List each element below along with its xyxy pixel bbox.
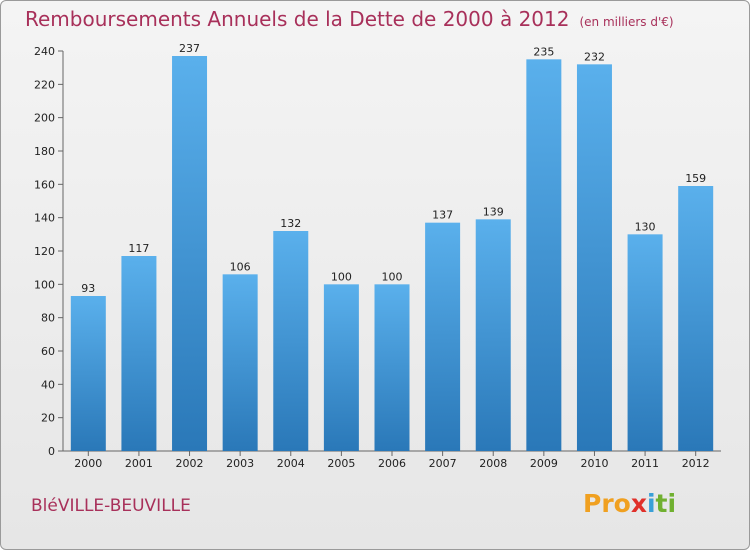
x-tick-label-2002: 2002: [176, 457, 204, 470]
logo-part-3: i: [646, 489, 656, 518]
bar-2009: [526, 59, 562, 451]
axes: 0 20 40 60 80 100 120 140 160 180 200 220 240 2000 200…: [34, 45, 721, 470]
x-tick-label-2006: 2006: [378, 457, 406, 470]
x-tick-label-2007: 2007: [429, 457, 457, 470]
y-tick-label: 60: [41, 345, 55, 358]
bar-2006: [374, 284, 410, 451]
value-label-2000: 93: [81, 282, 95, 295]
bars: 93 117 237 106 132 100 100 137 139 235 232 130 159: [70, 42, 714, 452]
value-label-2005: 100: [331, 270, 352, 283]
x-tick-label-2005: 2005: [327, 457, 355, 470]
bar-2002: [172, 56, 208, 451]
bar-2004: [273, 231, 309, 451]
logo-part-1: Pro: [583, 489, 631, 518]
x-tick-label-2012: 2012: [682, 457, 710, 470]
bar-2008: [475, 219, 511, 451]
y-tick-label: 120: [34, 245, 55, 258]
x-tick-label-2004: 2004: [277, 457, 305, 470]
value-label-2006: 100: [382, 270, 403, 283]
y-tick-label: 0: [48, 445, 55, 458]
value-label-2003: 106: [230, 260, 251, 273]
bar-2011: [627, 234, 663, 451]
value-label-2011: 130: [635, 220, 656, 233]
commune-name: BléVILLE-BEUVILLE: [31, 496, 191, 516]
value-label-2007: 137: [432, 209, 453, 222]
bar-2012: [678, 186, 714, 451]
x-tick-label-2011: 2011: [631, 457, 659, 470]
y-tick-label: 160: [34, 178, 55, 191]
logo-part-4: ti: [655, 489, 677, 518]
x-tick-label-2009: 2009: [530, 457, 558, 470]
x-tick-label-2003: 2003: [226, 457, 254, 470]
chart-title: Remboursements Annuels de la Dette de 20…: [25, 7, 674, 31]
y-tick-label: 20: [41, 412, 55, 425]
value-label-2001: 117: [128, 242, 149, 255]
value-label-2004: 132: [280, 217, 301, 230]
bar-2007: [425, 222, 461, 451]
value-label-2012: 159: [685, 172, 706, 185]
bar-2001: [121, 256, 157, 451]
x-tick-label-2010: 2010: [580, 457, 608, 470]
x-tick-label-2001: 2001: [125, 457, 153, 470]
value-label-2008: 139: [483, 205, 504, 218]
y-tick-label: 40: [41, 378, 55, 391]
proxiti-logo[interactable]: Proxiti: [583, 489, 676, 518]
chart-title-unit: (en milliers d'€): [579, 15, 674, 29]
bar-2000: [70, 296, 106, 451]
value-label-2010: 232: [584, 50, 605, 63]
y-tick-label: 100: [34, 278, 55, 291]
chart-title-main: Remboursements Annuels de la Dette de 20…: [25, 7, 570, 31]
value-label-2009: 235: [533, 45, 554, 58]
y-tick-label: 80: [41, 312, 55, 325]
y-tick-label: 140: [34, 212, 55, 225]
x-tick-label-2008: 2008: [479, 457, 507, 470]
x-tick-label-2000: 2000: [74, 457, 102, 470]
bar-2005: [323, 284, 359, 451]
value-label-2002: 237: [179, 42, 200, 55]
y-tick-label: 200: [34, 112, 55, 125]
y-tick-label: 180: [34, 145, 55, 158]
bar-2010: [576, 64, 612, 452]
y-tick-label: 220: [34, 78, 55, 91]
y-tick-label: 240: [34, 45, 55, 58]
bar-2003: [222, 274, 258, 451]
logo-part-2: x: [630, 489, 647, 518]
